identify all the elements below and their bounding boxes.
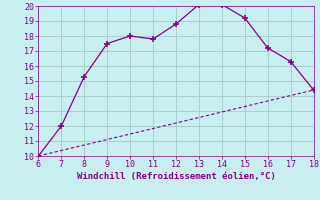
X-axis label: Windchill (Refroidissement éolien,°C): Windchill (Refroidissement éolien,°C) [76,172,276,181]
